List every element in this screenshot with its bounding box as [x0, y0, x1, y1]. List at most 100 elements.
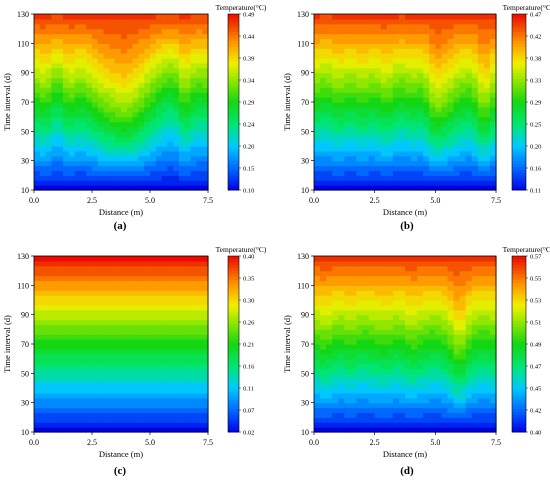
heatmap-cell — [447, 319, 455, 326]
heatmap-cell — [362, 295, 370, 301]
heatmap-cell — [380, 97, 388, 103]
x-tick-label: 2.5 — [370, 438, 380, 447]
heatmap-cell — [338, 43, 345, 49]
heatmap-cell — [80, 300, 87, 306]
heatmap-cell — [103, 407, 110, 414]
heatmap-cell — [167, 324, 174, 330]
heatmap-cell — [202, 285, 209, 291]
heatmap-cell — [332, 102, 339, 108]
heatmap-cell — [190, 353, 197, 360]
heatmap-cell — [86, 295, 93, 301]
heatmap-cell — [68, 82, 76, 88]
heatmap-cell — [202, 397, 209, 404]
heatmap-cell — [196, 353, 203, 360]
heatmap-cell — [459, 256, 467, 262]
heatmap-cell — [63, 412, 70, 418]
heatmap-cell — [489, 77, 497, 84]
heatmap-cell — [374, 170, 382, 176]
heatmap-cell — [314, 280, 321, 286]
heatmap-cell — [374, 82, 382, 88]
heatmap-cell — [344, 388, 351, 394]
y-axis-label: Time interval (d) — [2, 73, 12, 131]
heatmap-cell — [459, 339, 467, 345]
heatmap-cell — [356, 334, 364, 340]
heatmap-cell — [338, 329, 345, 335]
heatmap-cell — [459, 368, 467, 374]
heatmap-cell — [314, 170, 321, 176]
heatmap-cell — [350, 165, 358, 172]
heatmap-cell — [173, 260, 180, 267]
heatmap-cell — [362, 14, 370, 20]
heatmap-cell — [332, 378, 339, 384]
heatmap-cell — [34, 358, 41, 365]
heatmap-cell — [344, 339, 351, 345]
heatmap-cell — [423, 102, 430, 108]
heatmap-cell — [326, 175, 333, 181]
heatmap-cell — [489, 344, 497, 350]
heatmap-cell — [344, 141, 351, 147]
heatmap-cell — [173, 180, 180, 186]
heatmap-cell — [126, 417, 134, 423]
heatmap-cell — [68, 43, 76, 49]
heatmap-cell — [362, 407, 370, 414]
heatmap-cell — [184, 319, 192, 326]
heatmap-cell — [350, 290, 358, 296]
heatmap-cell — [63, 155, 70, 162]
heatmap-cell — [453, 77, 461, 84]
heatmap-cell — [386, 160, 394, 167]
heatmap-cell — [57, 309, 64, 316]
heatmap-cell — [161, 146, 168, 152]
heatmap-cell — [74, 344, 81, 350]
heatmap-cell — [150, 388, 157, 394]
heatmap-cell — [103, 102, 110, 108]
heatmap-cell — [320, 170, 327, 176]
heatmap-cell — [398, 334, 406, 340]
heatmap-cell — [51, 339, 58, 345]
heatmap-cell — [368, 392, 376, 399]
heatmap-cell — [161, 339, 168, 345]
heatmap-cell — [45, 53, 52, 59]
heatmap-cell — [477, 260, 485, 267]
heatmap-cell — [184, 180, 192, 186]
heatmap-cell — [150, 116, 157, 123]
heatmap-cell — [115, 392, 122, 399]
heatmap-cell — [103, 290, 110, 296]
heatmap-cell — [398, 72, 406, 79]
heatmap-cell — [39, 427, 47, 433]
heatmap-cell — [190, 67, 197, 74]
heatmap-cell — [356, 427, 364, 433]
heatmap-cell — [441, 72, 449, 79]
heatmap-cell — [179, 165, 186, 172]
heatmap-cell — [74, 363, 81, 370]
colorbar-segment — [512, 393, 526, 398]
heatmap-cell — [86, 67, 93, 74]
heatmap-cell — [202, 392, 209, 399]
heatmap-cell — [138, 265, 145, 272]
heatmap-cell — [441, 422, 449, 428]
heatmap-cell — [465, 334, 473, 340]
heatmap-cell — [190, 339, 197, 345]
heatmap-cell — [80, 28, 87, 35]
heatmap-cell — [344, 136, 351, 142]
heatmap-cell — [471, 72, 479, 79]
heatmap-cell — [489, 92, 497, 98]
heatmap-cell — [167, 155, 174, 162]
heatmap-cell — [332, 185, 339, 191]
colorbar-segment — [512, 178, 526, 182]
heatmap-cell — [356, 185, 364, 191]
heatmap-cell — [483, 121, 491, 128]
heatmap-cell — [344, 48, 351, 54]
heatmap-cell — [173, 290, 180, 296]
heatmap-cell — [161, 180, 168, 186]
heatmap-cell — [362, 116, 370, 123]
heatmap-cell — [173, 402, 180, 409]
heatmap-cell — [126, 412, 134, 418]
heatmap-cell — [190, 392, 197, 399]
heatmap-cell — [155, 290, 163, 296]
heatmap-cell — [423, 334, 430, 340]
colorbar-segment — [512, 305, 526, 310]
heatmap-cell — [34, 392, 41, 399]
heatmap-cell — [405, 82, 412, 88]
heatmap-cell — [350, 38, 358, 44]
heatmap-cell — [92, 319, 99, 326]
